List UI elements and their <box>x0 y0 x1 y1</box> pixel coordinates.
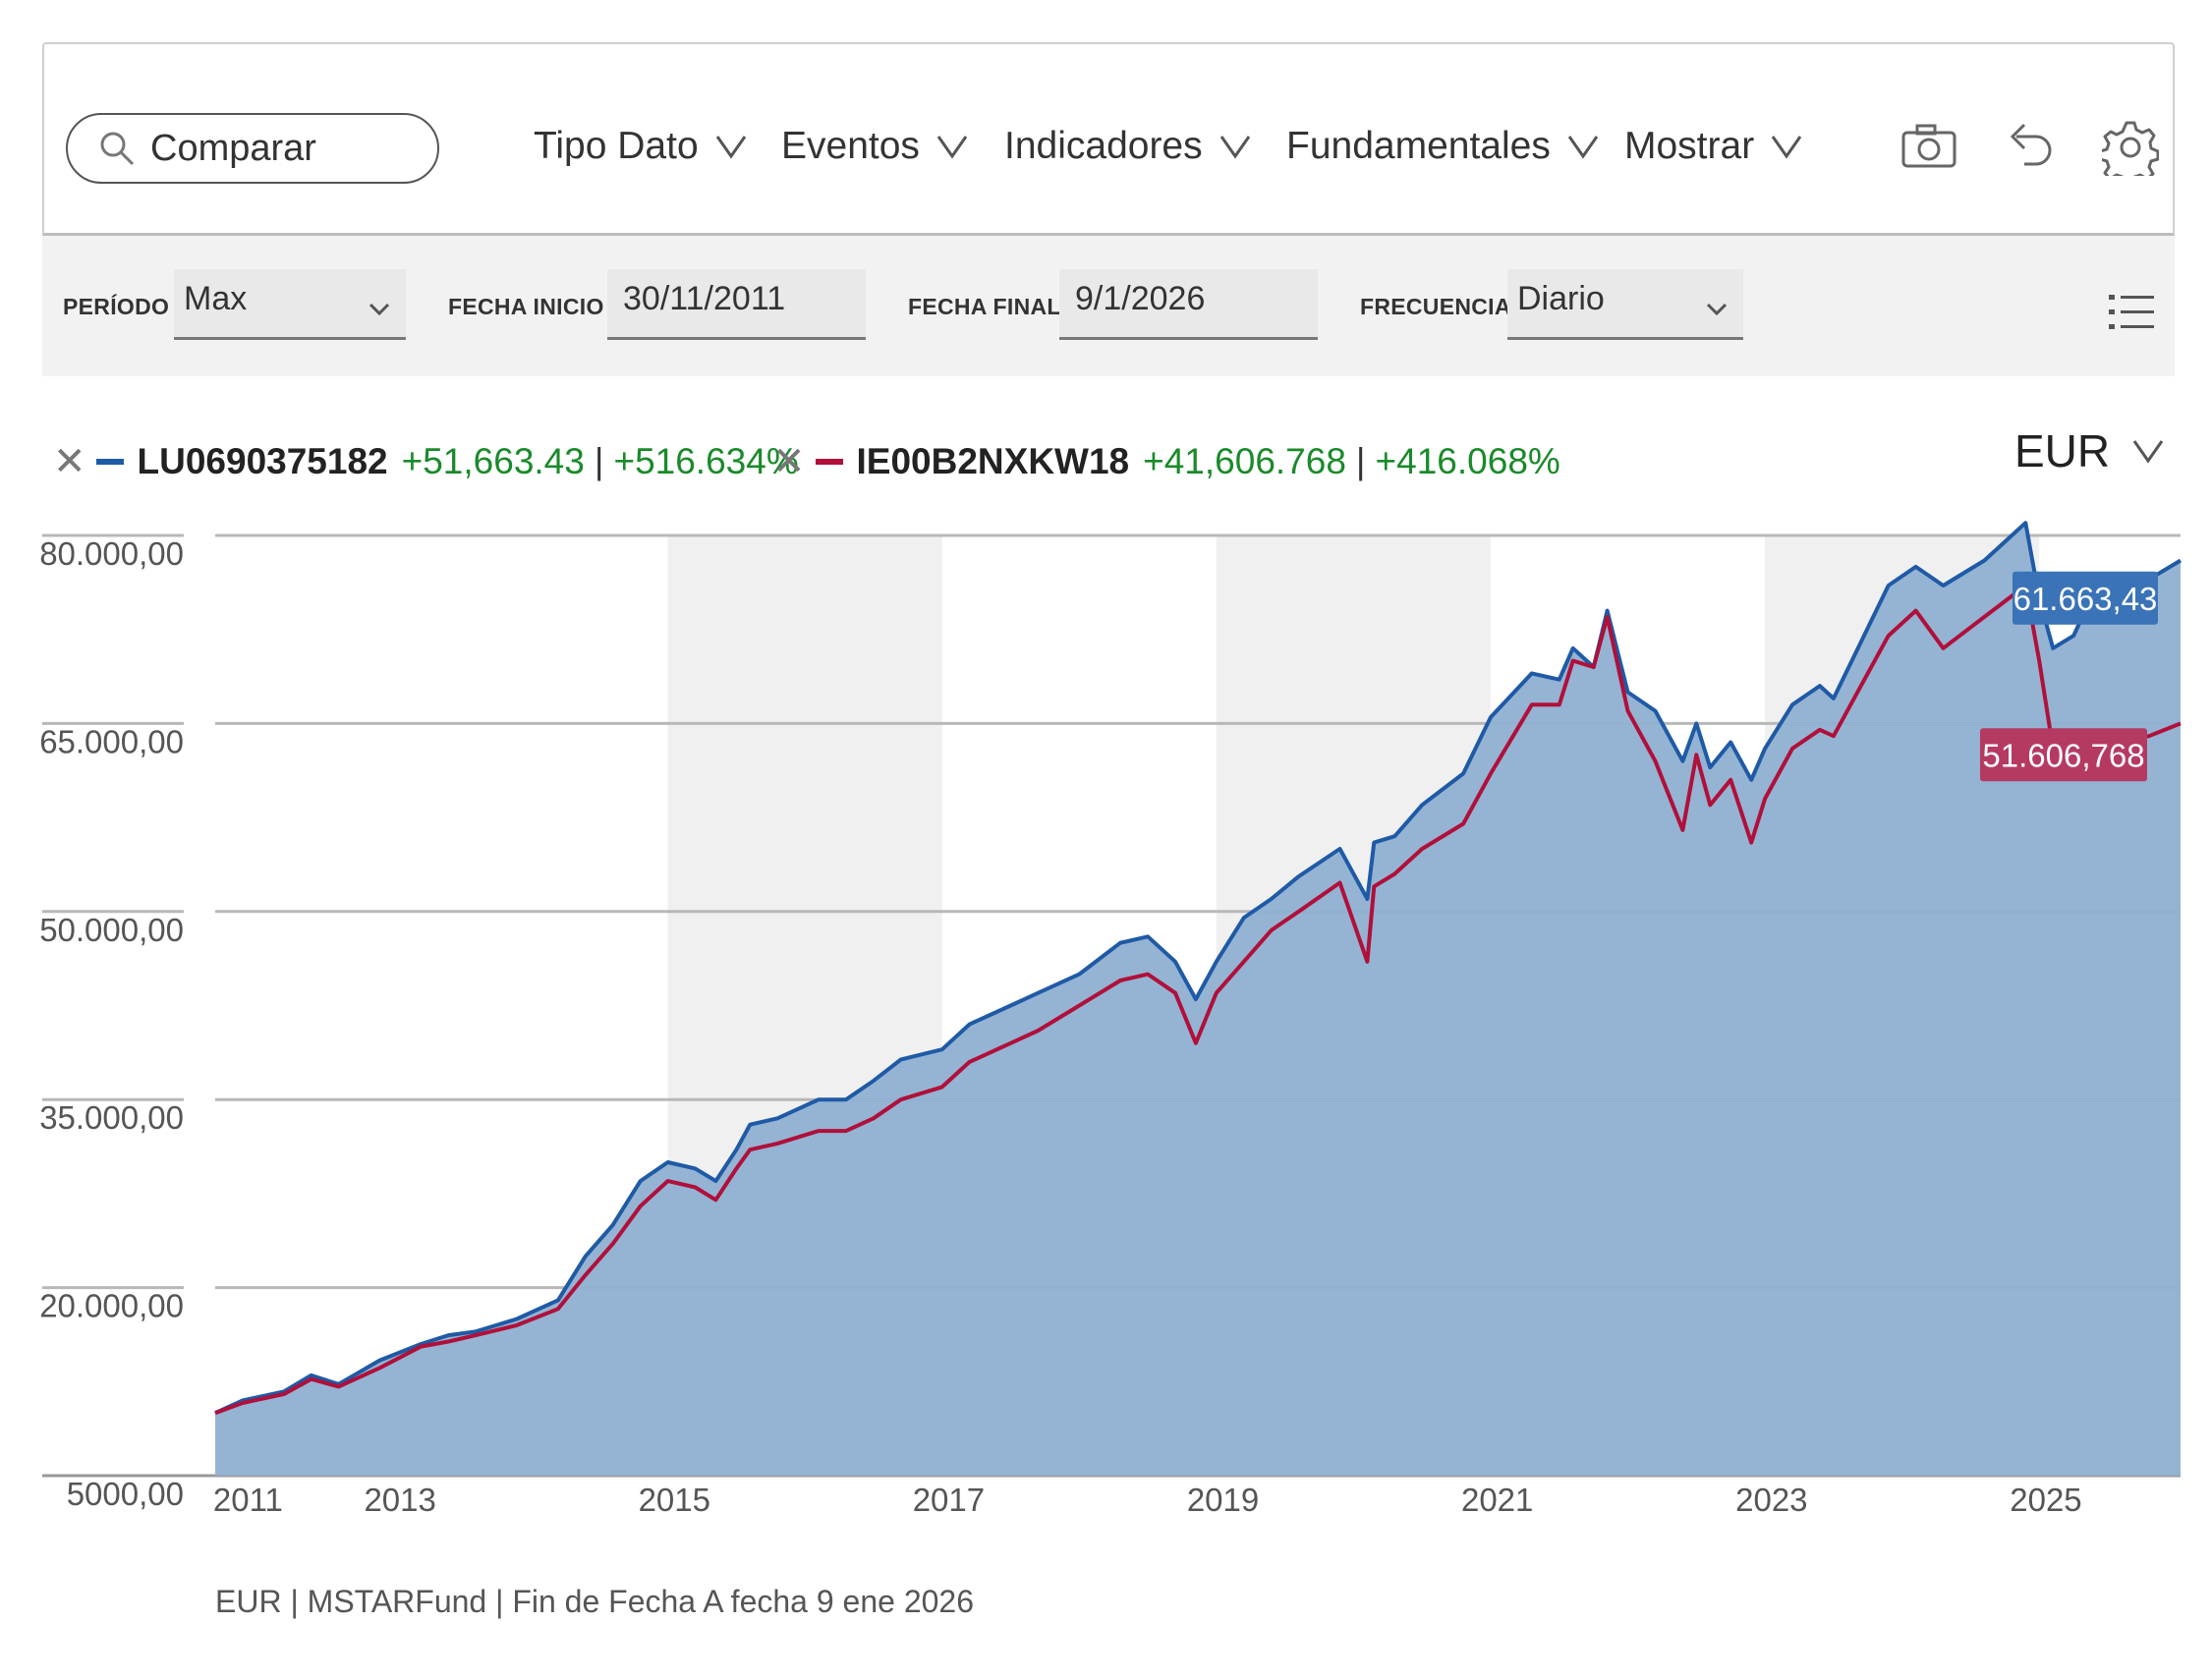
gear-icon[interactable] <box>2102 119 2159 176</box>
series-line <box>214 584 2182 1416</box>
x-tick-label: 2015 <box>639 1482 710 1518</box>
start-date-label: FECHA INICIO <box>448 294 604 319</box>
chevron-down-icon <box>715 136 746 159</box>
start-date-input[interactable]: 30/11/2011 <box>607 269 866 340</box>
x-tick-label: 2013 <box>364 1482 435 1518</box>
frequency-select[interactable]: Diario <box>1507 269 1743 340</box>
y-tick-label: 65.000,00 <box>39 723 184 759</box>
chevron-down-icon <box>1219 136 1250 159</box>
menu-mostrar-label: Mostrar <box>1624 125 1755 167</box>
y-tick-label: 50.000,00 <box>39 912 184 948</box>
x-tick-label: 2023 <box>1735 1482 1807 1518</box>
y-axis: 80.000,00 65.000,00 50.000,00 35.000,00 20.0… <box>39 535 184 1512</box>
performance-chart: 80.000,00 65.000,00 50.000,00 35.000,00 20.0… <box>39 521 2183 1518</box>
close-icon[interactable]: ✕ <box>53 440 86 483</box>
x-tick-label: 2011 <box>213 1482 283 1518</box>
compare-label: Comparar <box>150 127 316 169</box>
menu-tipo-dato[interactable]: Tipo Dato <box>534 125 748 168</box>
chevron-down-icon <box>936 136 968 159</box>
end-labels: 61.663,43 51.606,768 <box>1980 571 2158 782</box>
y-tick-label: 80.000,00 <box>39 535 184 572</box>
x-tick-label: 2019 <box>1187 1482 1259 1518</box>
period-label: PERÍODO <box>63 294 170 319</box>
legend-separator: | <box>594 441 604 481</box>
legend-item-2: ✕ IE00B2NXKW18 +41,606.768 | +416.068% <box>772 432 1560 491</box>
legend-item-1: ✕ LU0690375182 +51,663.43 | +516.634% <box>53 432 799 491</box>
frequency-value: Diario <box>1517 280 1605 317</box>
series-swatch-blue <box>95 459 124 465</box>
y-tick-label: 5000,00 <box>67 1476 184 1512</box>
menu-mostrar[interactable]: Mostrar <box>1624 125 1803 168</box>
camera-icon[interactable] <box>1899 119 1958 174</box>
menu-tipo-dato-label: Tipo Dato <box>534 125 699 167</box>
filter-bar: PERÍODO Max FECHA INICIO 30/11/2011 FECH… <box>42 236 2175 376</box>
x-tick-label: 2017 <box>913 1482 985 1518</box>
chevron-down-icon <box>368 303 390 316</box>
end-date-label: FECHA FINAL <box>908 294 1061 319</box>
chevron-down-icon <box>1771 136 1802 159</box>
legend-id: IE00B2NXKW18 <box>856 441 1130 481</box>
frequency-label: FRECUENCIA <box>1360 294 1511 319</box>
close-icon[interactable]: ✕ <box>772 440 806 483</box>
chevron-down-icon <box>2132 440 2164 464</box>
currency-value: EUR <box>2014 425 2111 476</box>
menu-eventos[interactable]: Eventos <box>781 125 969 168</box>
y-tick-label: 35.000,00 <box>39 1099 184 1136</box>
end-date-input[interactable]: 9/1/2026 <box>1059 269 1318 340</box>
legend-abs: +41,606.768 <box>1143 441 1346 481</box>
legend-id: LU0690375182 <box>137 441 388 481</box>
menu-eventos-label: Eventos <box>781 125 920 167</box>
y-tick-label: 20.000,00 <box>39 1288 184 1324</box>
menu-indicadores-label: Indicadores <box>1004 125 1203 167</box>
menu-fundamentales[interactable]: Fundamentales <box>1286 125 1600 168</box>
end-label-text: 61.663,43 <box>2013 581 2158 617</box>
chevron-down-icon <box>1567 136 1599 159</box>
x-axis: 2011 2013 2015 2017 2019 2021 2023 2025 <box>213 1482 2082 1518</box>
end-date-value: 9/1/2026 <box>1075 280 1206 317</box>
start-date-value: 30/11/2011 <box>623 280 786 317</box>
list-icon[interactable] <box>2107 291 2156 334</box>
end-label-box <box>2013 571 2158 625</box>
menu-fundamentales-label: Fundamentales <box>1286 125 1551 167</box>
chevron-down-icon <box>1706 303 1728 316</box>
compare-search[interactable]: Comparar <box>66 113 439 184</box>
series-swatch-red <box>815 459 843 465</box>
legend-pct: +416.068% <box>1375 441 1560 481</box>
series-lines <box>214 521 2183 1416</box>
period-select[interactable]: Max <box>174 269 406 340</box>
currency-select[interactable]: EUR <box>2014 424 2165 477</box>
undo-icon[interactable] <box>2003 119 2058 174</box>
end-label-text: 51.606,768 <box>1982 737 2144 773</box>
chart-toolbar: Comparar Tipo Dato Eventos Indicadores F… <box>42 42 2175 236</box>
menu-indicadores[interactable]: Indicadores <box>1004 125 1252 168</box>
legend-abs: +51,663.43 <box>401 441 585 481</box>
period-value: Max <box>184 280 248 317</box>
legend-pct: +516.634% <box>613 441 799 481</box>
search-icon <box>100 132 135 166</box>
x-tick-label: 2025 <box>2010 1482 2081 1518</box>
end-label-box <box>1980 728 2147 782</box>
x-tick-label: 2021 <box>1461 1482 1533 1518</box>
chart-footer: EUR | MSTARFund | Fin de Fecha A fecha 9… <box>215 1584 974 1619</box>
legend-separator: | <box>1355 441 1366 481</box>
series-line <box>214 521 2183 1416</box>
